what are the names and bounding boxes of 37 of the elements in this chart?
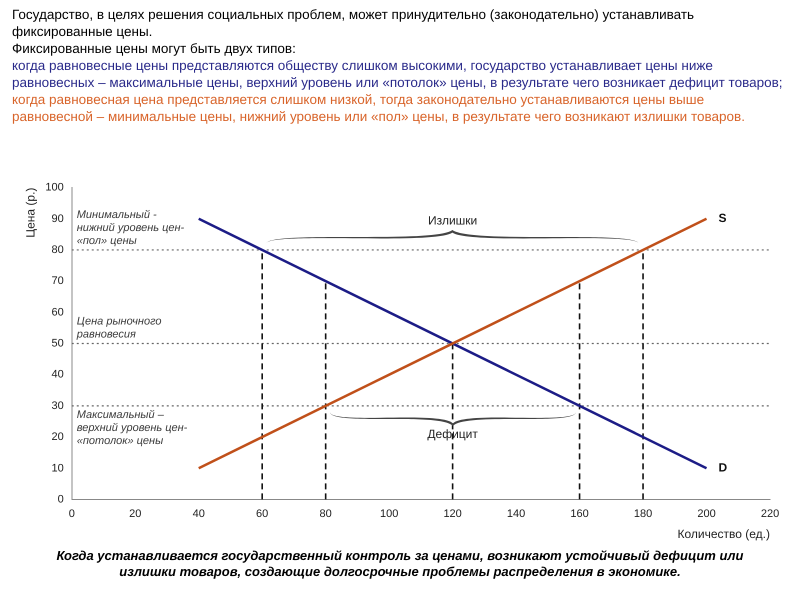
x-tick-label: 160 — [570, 508, 589, 520]
text: когда равновесная цена представляется слишком низкой, тогда законодательно устанавливаются цены выше равновесной – минимальные цены, нижний уровень или «пол» цены, в результате чего возникают излишки товаров. — [12, 91, 746, 125]
x-tick-label: 40 — [192, 508, 205, 520]
series-label: S — [718, 211, 727, 226]
ref-line-label: Цена рыночного равновесия — [76, 316, 162, 341]
series-label: D — [718, 460, 728, 475]
x-tick-label: 140 — [506, 508, 526, 520]
x-tick-label: 180 — [634, 508, 652, 520]
ref-line-label: Максимальный – верхний уровень цен- «потолок» цены — [76, 408, 188, 447]
y-tick-label: 80 — [52, 244, 64, 256]
text: Когда устанавливается государственный контроль за ценами, возникают устойчивый дефицит или излишки товаров, создающие долгосрочные проблемы распределения в экономике. — [56, 548, 744, 580]
y-tick-label: 100 — [45, 182, 64, 194]
chart-subtitle: Фиксированные цены могут быть двух типов: — [12, 40, 297, 57]
x-tick-label: 200 — [697, 508, 716, 520]
annotation: Дефицит — [427, 427, 478, 442]
x-tick-label: 20 — [129, 508, 142, 520]
x-tick-label: 0 — [68, 508, 75, 520]
ref-line-label: Минимальный - нижний уровень цен- «пол» цены — [76, 209, 185, 248]
y-tick-label: 40 — [52, 368, 64, 381]
y-tick-label: 30 — [52, 400, 64, 412]
x-tick-label: 100 — [380, 508, 398, 520]
x-axis-title: Количество (ед.) — [677, 527, 770, 542]
x-tick-label: 80 — [320, 508, 332, 520]
y-axis-title: Цена (р.) — [24, 188, 38, 238]
x-tick-label: 60 — [256, 508, 268, 520]
y-tick-label: 60 — [52, 306, 64, 318]
text: когда равновесные цены представляются обществу слишком высокими, государство устанавливает цены ниже равновесных – максимальные цены, верхний уровень или «потолок» цены, в результате чего возникает дефицит товаров; — [12, 57, 784, 91]
y-tick-label: 50 — [52, 338, 64, 350]
y-tick-label: 10 — [52, 462, 64, 474]
y-tick-label: 90 — [52, 212, 64, 225]
y-tick-label: 0 — [58, 493, 64, 506]
y-tick-label: 70 — [52, 275, 64, 288]
x-tick-label: 220 — [760, 508, 780, 520]
chart-title: Государство, в целях решения социальных проблем, может принудительно (законодательно) устанавливать фиксированные цены. — [12, 6, 696, 40]
x-tick-label: 120 — [443, 508, 462, 520]
y-tick-label: 20 — [52, 431, 64, 444]
annotation: Излишки — [428, 213, 478, 228]
